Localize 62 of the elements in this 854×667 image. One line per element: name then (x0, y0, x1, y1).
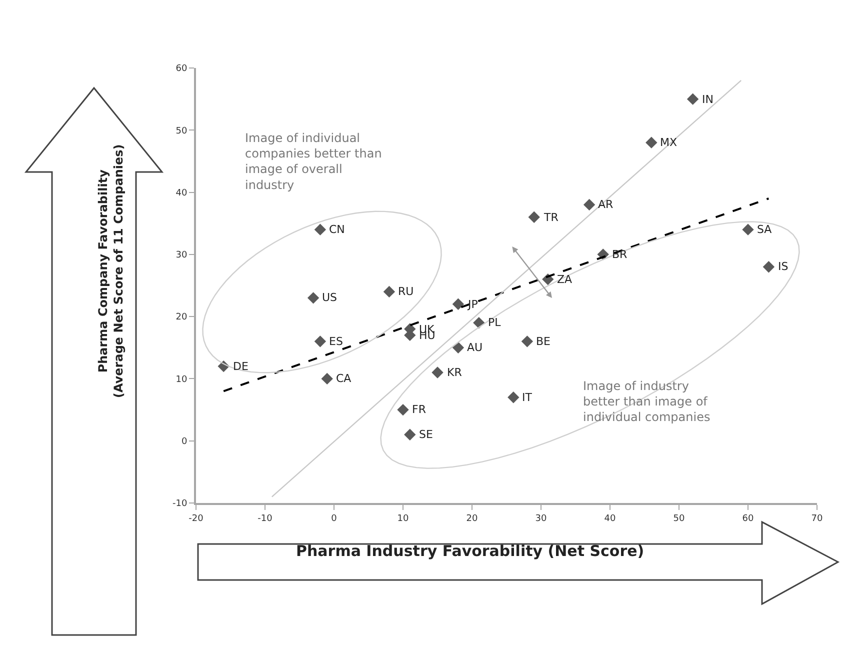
annotation: PL (488, 316, 502, 329)
y-axis-title: Pharma Company Favorability (Average Net Score of 11 Companies) (96, 144, 126, 398)
annotation: DE (233, 360, 248, 373)
annotation: MX (660, 136, 678, 149)
x-tick-label: 70 (811, 514, 823, 524)
point (321, 372, 333, 385)
annotation: US (322, 291, 338, 304)
x-tick-label: 0 (331, 514, 338, 524)
point (452, 298, 464, 310)
x-tick-label: 50 (673, 514, 685, 524)
y-tick-label: 10 (176, 374, 188, 385)
x-tick-label: 30 (535, 514, 547, 524)
y-tick-label: 0 (181, 437, 188, 448)
annotation: IN (702, 93, 714, 106)
point (686, 93, 699, 105)
annotation: CA (336, 372, 352, 385)
x-tick-label: 60 (742, 514, 754, 524)
point (452, 342, 464, 354)
annotation: CN (329, 223, 345, 236)
point (314, 224, 326, 236)
annotation: IS (778, 260, 788, 273)
annotation: SE (419, 428, 433, 441)
y-tick-label: -10 (172, 499, 188, 510)
annotation: IT (522, 391, 532, 404)
x-axis-title: Pharma Industry Favorability (Net Score) (296, 542, 644, 560)
point (646, 136, 658, 148)
point (508, 392, 520, 404)
x-tick-label: 20 (466, 514, 478, 524)
annotation: TR (543, 211, 559, 224)
x-tick-label: -20 (188, 514, 204, 524)
point (404, 428, 416, 440)
point (742, 224, 754, 236)
annotation: BR (612, 248, 628, 261)
x-tick-label: 10 (397, 514, 409, 524)
annotation: Image of industry better than image of individual companies (583, 379, 710, 424)
point (383, 286, 396, 298)
annotation: KR (447, 366, 462, 379)
y-tick-label: 50 (176, 126, 188, 136)
point (397, 404, 409, 416)
annotation: AR (598, 198, 614, 211)
point (762, 261, 775, 273)
annotation: ES (329, 335, 343, 348)
annotation: FR (412, 403, 426, 416)
annotation: ZA (557, 273, 573, 286)
x-tick-label: 40 (604, 514, 616, 524)
point (521, 336, 534, 348)
point (583, 198, 596, 211)
annotation: RU (398, 285, 414, 298)
annotation: BE (536, 335, 551, 348)
point (314, 336, 326, 348)
point (528, 211, 540, 223)
y-tick-label: 20 (176, 312, 188, 323)
annotation: Image of individual companies better than image of overall industry (245, 131, 382, 192)
x-tick-label: -10 (258, 514, 273, 524)
point (307, 292, 320, 304)
y-tick-label: 40 (176, 188, 188, 198)
annotation: AU (467, 341, 483, 354)
y-tick-label: 30 (176, 250, 188, 261)
y-tick-label: 60 (176, 64, 188, 74)
point (432, 366, 444, 378)
annotation: SA (757, 223, 772, 236)
annotation: JP (467, 298, 478, 311)
